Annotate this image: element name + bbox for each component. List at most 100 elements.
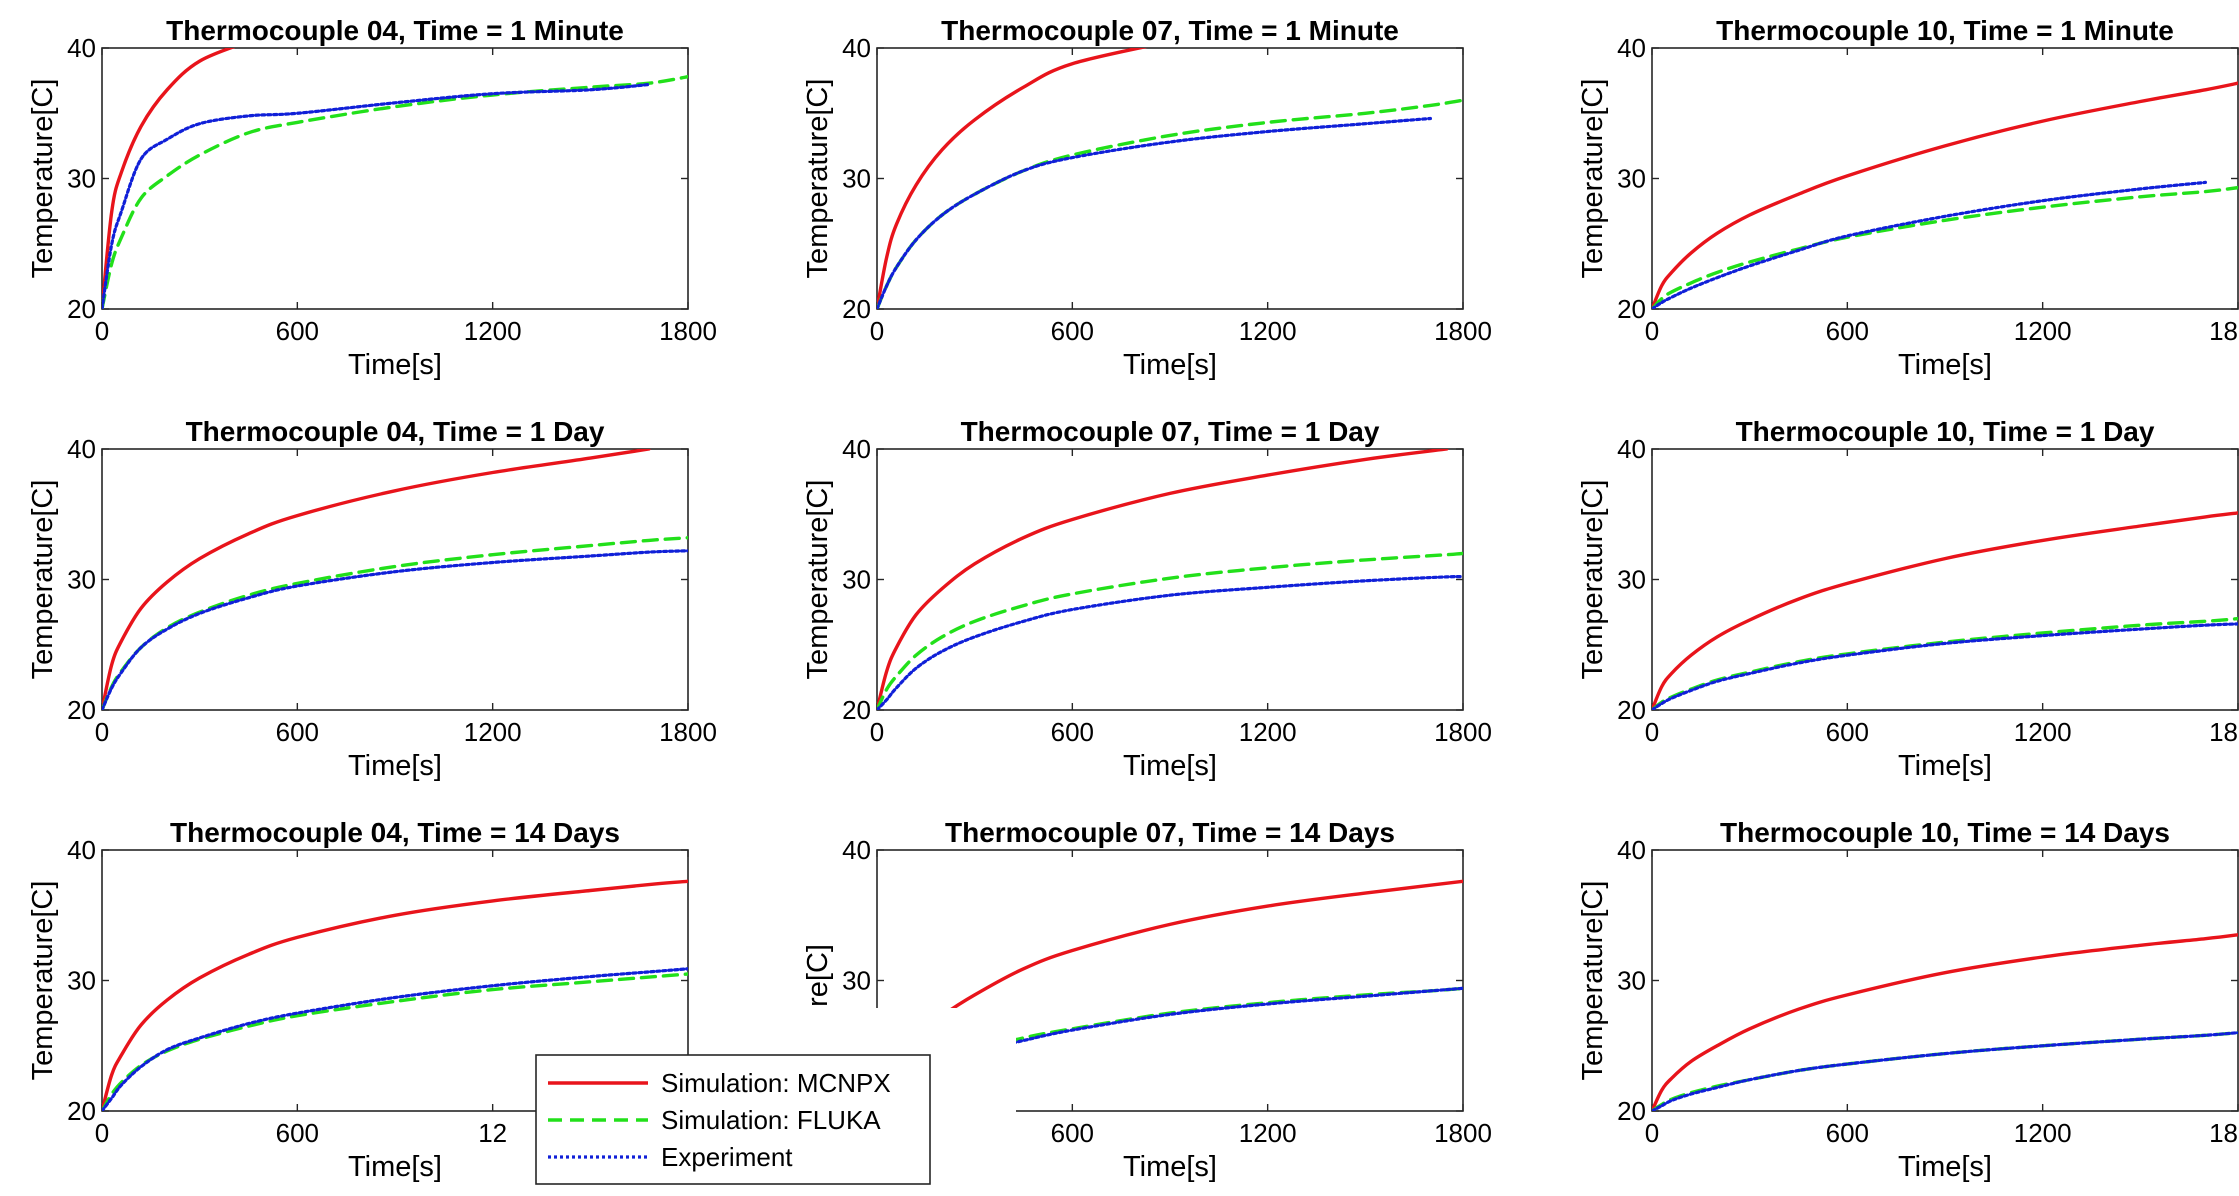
x-tick-label: 1800 bbox=[1434, 1118, 1492, 1148]
x-tick-label: 1800 bbox=[659, 717, 717, 747]
x-tick-label: 1200 bbox=[464, 717, 522, 747]
series-line-mcnpx bbox=[102, 449, 651, 710]
x-tick-label: 1200 bbox=[1239, 1118, 1297, 1148]
y-axis-label: Temperature[C] bbox=[1577, 480, 1609, 680]
x-tick-label: 0 bbox=[95, 717, 109, 747]
y-axis-label: Temperature[C] bbox=[802, 480, 834, 680]
subplot-title: Thermocouple 10, Time = 1 Minute bbox=[1716, 15, 2174, 46]
series-line-mcnpx bbox=[1652, 81, 2238, 309]
series-line-experiment bbox=[1652, 180, 2207, 309]
x-tick-label: 1800 bbox=[2209, 316, 2239, 346]
x-axis-label: Time[s] bbox=[348, 1151, 442, 1183]
plot-area bbox=[102, 449, 688, 710]
subplot-1: Thermocouple 04, Time = 1 Minute 0 600 1200… bbox=[27, 15, 717, 381]
x-tick-label: 1200 bbox=[2014, 316, 2072, 346]
y-tick-label: 20 bbox=[1617, 294, 1646, 324]
subplot-title: Thermocouple 07, Time = 1 Minute bbox=[941, 15, 1399, 46]
series-line-mcnpx bbox=[1652, 933, 2238, 1111]
y-axis-label: Temperature[C] bbox=[27, 881, 59, 1081]
legend-label-experiment: Experiment bbox=[661, 1142, 793, 1172]
y-tick-label: 30 bbox=[1617, 565, 1646, 595]
y-tick-label: 20 bbox=[1617, 1096, 1646, 1126]
legend-label-mcnpx: Simulation: MCNPX bbox=[661, 1068, 891, 1098]
subplot-title: Thermocouple 04, Time = 1 Minute bbox=[166, 15, 624, 46]
x-axis-label: Time[s] bbox=[1123, 1151, 1217, 1183]
y-tick-label: 30 bbox=[67, 164, 96, 194]
x-axis-label: Time[s] bbox=[1898, 349, 1992, 381]
plot-area bbox=[1652, 81, 2238, 309]
plot-area bbox=[102, 879, 688, 1111]
x-tick-label: 0 bbox=[1645, 316, 1659, 346]
x-tick-label: 1200 bbox=[1239, 717, 1297, 747]
plot-area bbox=[1652, 933, 2238, 1111]
subplot-4: Thermocouple 04, Time = 1 Day 0 600 1200 180… bbox=[27, 416, 717, 782]
legend: Simulation: MCNPX Simulation: FLUKA Experi… bbox=[535, 1054, 931, 1185]
x-tick-label: 600 bbox=[1051, 717, 1094, 747]
y-tick-label: 40 bbox=[1617, 33, 1646, 63]
plot-area bbox=[1652, 511, 2238, 710]
subplot-title: Thermocouple 07, Time = 1 Day bbox=[961, 416, 1380, 447]
x-axis-label: Time[s] bbox=[1898, 1151, 1992, 1183]
x-tick-label: 1800 bbox=[1434, 316, 1492, 346]
y-tick-label: 30 bbox=[1617, 164, 1646, 194]
axes-box bbox=[101, 47, 689, 310]
y-axis-label: Temperature[C] bbox=[1577, 881, 1609, 1081]
y-tick-label: 30 bbox=[67, 565, 96, 595]
x-axis-label: Time[s] bbox=[1898, 750, 1992, 782]
y-tick-label: 40 bbox=[67, 434, 96, 464]
y-tick-label: 40 bbox=[67, 33, 96, 63]
y-axis-label: Temperature[C] bbox=[27, 79, 59, 279]
subplot-title: Thermocouple 04, Time = 1 Day bbox=[186, 416, 605, 447]
y-axis-label: Temperature[C] bbox=[27, 480, 59, 680]
x-axis-label: Time[s] bbox=[1123, 349, 1217, 381]
series-line-experiment bbox=[877, 116, 1432, 309]
x-tick-label: 1800 bbox=[2209, 1118, 2239, 1148]
x-tick-label: 600 bbox=[1051, 1118, 1094, 1148]
series-line-mcnpx bbox=[102, 48, 236, 309]
series-line-fluka bbox=[102, 75, 688, 309]
x-tick-label: 600 bbox=[276, 1118, 319, 1148]
axes-box bbox=[1651, 849, 2239, 1112]
x-tick-label: 1200 bbox=[1239, 316, 1297, 346]
y-tick-label: 40 bbox=[842, 835, 871, 865]
series-line-fluka bbox=[877, 551, 1463, 710]
x-tick-label: 1200 bbox=[2014, 1118, 2072, 1148]
x-tick-label: 0 bbox=[95, 1118, 109, 1148]
plot-area bbox=[102, 48, 688, 309]
subplot-3: Thermocouple 10, Time = 1 Minute 0 600 1200… bbox=[1577, 15, 2239, 381]
x-tick-label: 0 bbox=[95, 316, 109, 346]
series-line-mcnpx bbox=[877, 449, 1449, 710]
y-tick-label: 40 bbox=[1617, 835, 1646, 865]
x-tick-label: 12 bbox=[478, 1118, 507, 1148]
axes-box bbox=[876, 47, 1464, 310]
x-tick-label: 1800 bbox=[1434, 717, 1492, 747]
y-axis-label: Temperature[C] bbox=[802, 79, 834, 279]
x-tick-label: 0 bbox=[1645, 717, 1659, 747]
series-line-experiment bbox=[1652, 1031, 2238, 1111]
y-tick-label: 20 bbox=[67, 294, 96, 324]
y-tick-label: 20 bbox=[1617, 695, 1646, 725]
y-tick-label: 30 bbox=[1617, 966, 1646, 996]
x-tick-label: 0 bbox=[1645, 1118, 1659, 1148]
series-line-experiment bbox=[102, 82, 651, 309]
plot-area bbox=[877, 48, 1463, 309]
x-axis-label: Time[s] bbox=[348, 349, 442, 381]
y-tick-label: 20 bbox=[67, 695, 96, 725]
series-line-mcnpx bbox=[877, 48, 1148, 309]
axes-box bbox=[1651, 448, 2239, 711]
subplot-title: Thermocouple 10, Time = 14 Days bbox=[1720, 817, 2170, 848]
x-tick-label: 1800 bbox=[2209, 717, 2239, 747]
series-line-mcnpx bbox=[1652, 511, 2238, 710]
x-tick-label: 600 bbox=[1051, 316, 1094, 346]
x-tick-label: 0 bbox=[870, 717, 884, 747]
subplot-5: Thermocouple 07, Time = 1 Day 0 600 1200 180… bbox=[802, 416, 1492, 782]
subplot-9: Thermocouple 10, Time = 14 Days 0 600 1200 1… bbox=[1577, 817, 2239, 1183]
series-line-mcnpx bbox=[102, 879, 688, 1111]
subplot-title: Thermocouple 10, Time = 1 Day bbox=[1736, 416, 2155, 447]
y-tick-label: 30 bbox=[67, 966, 96, 996]
x-tick-label: 600 bbox=[276, 316, 319, 346]
subplot-title: Thermocouple 04, Time = 14 Days bbox=[170, 817, 620, 848]
series-line-experiment bbox=[102, 549, 688, 710]
subplot-title: Thermocouple 07, Time = 14 Days bbox=[945, 817, 1395, 848]
